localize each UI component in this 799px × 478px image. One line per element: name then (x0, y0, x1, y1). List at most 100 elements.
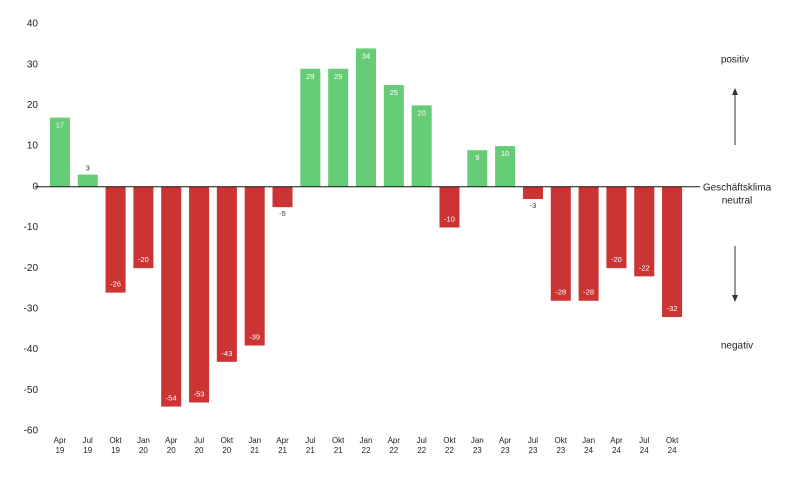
x-tick-label: 21 (334, 446, 343, 455)
bar (522, 186, 543, 200)
x-tick-label: Apr (276, 436, 289, 445)
y-tick-label: -60 (24, 426, 39, 437)
bar (355, 48, 377, 187)
x-tick-label: Apr (165, 436, 178, 445)
x-tick-label: 24 (584, 446, 593, 455)
x-tick-label: Jan (360, 436, 373, 445)
bar (189, 186, 210, 403)
x-tick-label: 21 (306, 446, 315, 455)
x-tick-label: 23 (501, 446, 510, 455)
arrows (732, 88, 738, 302)
bar (411, 105, 432, 187)
x-tick-label: 20 (222, 446, 231, 455)
value-label: 25 (390, 88, 398, 97)
x-tick-label: Jul (194, 436, 204, 445)
x-tick-label: Jan (582, 436, 595, 445)
x-tick-label: Okt (443, 436, 456, 445)
x-tick-label: Jul (305, 436, 315, 445)
value-label: -28 (583, 288, 594, 297)
x-tick-label: Okt (221, 436, 234, 445)
bar (105, 186, 126, 293)
bar (662, 186, 683, 318)
value-label: -20 (138, 255, 149, 264)
value-label: -53 (194, 389, 205, 398)
value-label: 17 (56, 121, 64, 130)
value-label: -10 (444, 214, 455, 223)
x-tick-label: 19 (55, 446, 64, 455)
y-tick-label: -40 (24, 344, 39, 355)
annotation-negative: negativ (721, 341, 753, 352)
x-tick-label: 23 (529, 446, 538, 455)
x-tick-label: 22 (362, 446, 371, 455)
x-tick-label: Jul (417, 436, 427, 445)
value-label: 9 (475, 153, 479, 162)
value-label: 29 (334, 72, 342, 81)
value-label: -28 (555, 288, 566, 297)
x-tick-label: Apr (388, 436, 401, 445)
x-tick-label: Jul (83, 436, 93, 445)
bar (161, 186, 182, 407)
bar (634, 186, 655, 277)
x-tick-label: 23 (556, 446, 565, 455)
x-tick-label: Jul (639, 436, 649, 445)
x-tick-label: Jan (471, 436, 484, 445)
annotation-positive: positiv (721, 55, 749, 66)
x-tick-label: 20 (167, 446, 176, 455)
x-tick-label: Okt (109, 436, 122, 445)
value-label: -43 (221, 349, 232, 358)
x-tick-label: Jan (248, 436, 261, 445)
annotation-neutral: Geschäftsklima (703, 183, 772, 194)
value-label: -39 (249, 333, 260, 342)
value-label: -54 (166, 394, 177, 403)
value-label: 29 (306, 72, 314, 81)
bar (495, 146, 516, 187)
bar (467, 150, 488, 187)
value-label: -22 (639, 263, 650, 272)
x-tick-label: 19 (83, 446, 92, 455)
value-label: -5 (279, 209, 286, 218)
annotation-neutral: neutral (722, 196, 753, 207)
y-tick-label: -30 (24, 304, 39, 315)
x-tick-label: Apr (54, 436, 67, 445)
bar (606, 186, 627, 269)
x-tick-label: 21 (278, 446, 287, 455)
x-tick-label: 23 (473, 446, 482, 455)
x-tick-label: 19 (111, 446, 120, 455)
x-tick-label: Apr (610, 436, 623, 445)
y-tick-label: -10 (24, 222, 39, 233)
bar (578, 186, 599, 301)
x-tick-label: 22 (417, 446, 426, 455)
bar (216, 186, 237, 362)
value-label: -20 (611, 255, 622, 264)
y-tick-label: -50 (24, 385, 39, 396)
x-tick-label: 20 (139, 446, 148, 455)
x-tick-label: Jul (528, 436, 538, 445)
x-tick-label: 22 (445, 446, 454, 455)
x-tick-label: 21 (250, 446, 259, 455)
y-tick-label: 10 (27, 141, 39, 152)
y-tick-label: 40 (27, 19, 39, 30)
x-tick-label: Apr (499, 436, 512, 445)
x-tick-label: 24 (612, 446, 621, 455)
value-label: 20 (417, 108, 425, 117)
x-tick-label: Okt (332, 436, 345, 445)
bar (272, 186, 293, 208)
x-tick-label: 24 (668, 446, 677, 455)
y-tick-label: 20 (27, 100, 39, 111)
x-tick-label: 24 (640, 446, 649, 455)
bar (550, 186, 571, 301)
x-tick-label: 22 (389, 446, 398, 455)
value-label: 34 (362, 51, 370, 60)
y-tick-label: -20 (24, 263, 39, 274)
bar (49, 117, 70, 187)
x-tick-label: 20 (195, 446, 204, 455)
y-tick-label: 30 (27, 59, 39, 70)
bar (77, 174, 98, 187)
bar (383, 85, 404, 187)
bar (300, 68, 321, 187)
value-label: 10 (501, 149, 509, 158)
bar (133, 186, 154, 269)
value-label: 3 (86, 164, 90, 173)
value-label: -32 (667, 304, 678, 313)
